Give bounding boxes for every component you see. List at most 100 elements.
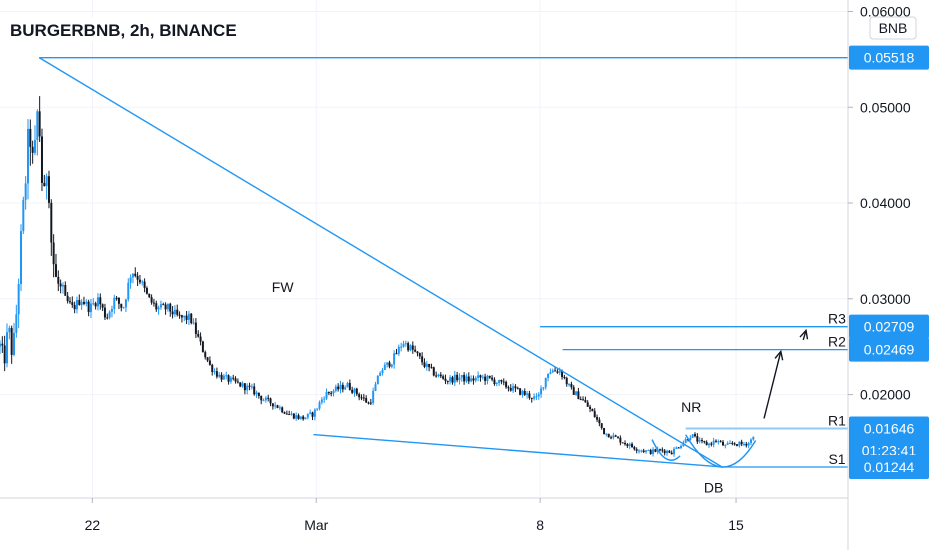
candle-body bbox=[617, 436, 620, 438]
candle-body bbox=[572, 387, 575, 395]
y-tick-label: 0.06000 bbox=[860, 3, 911, 19]
candle-body bbox=[505, 381, 508, 388]
candle-body bbox=[714, 440, 717, 442]
candle-body bbox=[631, 443, 634, 448]
candle-body bbox=[150, 297, 153, 303]
candle-body bbox=[745, 443, 748, 446]
candle-body bbox=[89, 303, 92, 313]
candle-body bbox=[484, 376, 487, 381]
candle-body bbox=[362, 397, 365, 399]
candle-body bbox=[120, 303, 123, 308]
candle-body bbox=[190, 313, 193, 324]
candle-body bbox=[554, 370, 557, 372]
candle-body bbox=[40, 136, 43, 183]
candle-body bbox=[400, 346, 403, 348]
candle-body bbox=[752, 437, 755, 440]
candle-body bbox=[575, 391, 578, 395]
candle-body bbox=[738, 441, 741, 446]
candle-body bbox=[551, 370, 554, 373]
candle-body bbox=[649, 450, 652, 454]
candle-body bbox=[603, 427, 606, 435]
candle-body bbox=[59, 283, 62, 287]
candle-body bbox=[668, 450, 671, 453]
candle-body bbox=[418, 353, 421, 357]
candle-body bbox=[465, 376, 468, 382]
candle-body bbox=[264, 397, 267, 401]
candle-body bbox=[703, 440, 706, 443]
candle-body bbox=[29, 128, 32, 147]
candle-body bbox=[579, 399, 582, 401]
candle-body bbox=[199, 336, 202, 342]
candle-body bbox=[395, 353, 398, 355]
candle-body bbox=[344, 387, 347, 390]
annotation-fw: FW bbox=[272, 279, 295, 295]
candle-body bbox=[213, 371, 216, 373]
candle-body bbox=[570, 383, 573, 388]
candle-body bbox=[535, 396, 538, 398]
candle-body bbox=[493, 379, 496, 384]
candle-body bbox=[243, 383, 246, 391]
annotation-nr: NR bbox=[681, 399, 701, 415]
candle-body bbox=[73, 304, 76, 310]
projection-arrow[interactable] bbox=[802, 330, 807, 341]
candle-body bbox=[31, 146, 34, 153]
price-axis[interactable]: 0.06000 0.05000 0.04000 0.03000 0.02000 bbox=[848, 3, 911, 403]
candle-body bbox=[227, 375, 230, 382]
candle-body bbox=[619, 437, 622, 443]
candle-body bbox=[61, 285, 64, 287]
candle-body bbox=[208, 360, 211, 365]
candle-body bbox=[670, 452, 673, 455]
candle-body bbox=[33, 139, 36, 153]
candle-body bbox=[710, 443, 713, 445]
double-bottom-arc[interactable] bbox=[651, 439, 681, 461]
candle-body bbox=[66, 295, 69, 302]
candle-body bbox=[82, 301, 85, 304]
candle-body bbox=[638, 450, 641, 452]
candle-body bbox=[334, 386, 337, 391]
candle-body bbox=[348, 382, 351, 390]
arrow-head bbox=[799, 328, 809, 340]
candle-body bbox=[10, 327, 13, 355]
candle-body bbox=[115, 297, 118, 299]
trendline-falling[interactable] bbox=[38, 57, 723, 468]
candle-body bbox=[204, 352, 207, 358]
projection-arrow[interactable] bbox=[763, 351, 782, 419]
trendline-lower[interactable] bbox=[313, 433, 723, 468]
candle-body bbox=[749, 439, 752, 444]
current-price-tag bbox=[849, 416, 929, 463]
candle-body bbox=[222, 375, 225, 380]
candle-body bbox=[428, 363, 431, 368]
candle-body bbox=[652, 449, 655, 454]
candle-body bbox=[152, 302, 155, 304]
candle-body bbox=[124, 299, 127, 308]
candle-body bbox=[276, 405, 279, 408]
candle-body bbox=[113, 297, 116, 309]
candle-body bbox=[355, 388, 358, 395]
candle-body bbox=[528, 393, 531, 398]
candle-body bbox=[607, 433, 610, 438]
candle-body bbox=[155, 303, 158, 310]
candle-body bbox=[416, 351, 419, 354]
price-tag-value: 0.05518 bbox=[864, 50, 915, 66]
candle-body bbox=[612, 435, 615, 438]
double-bottom-arc[interactable] bbox=[685, 434, 757, 468]
candle-body bbox=[388, 362, 391, 367]
candle-body bbox=[598, 419, 601, 424]
candle-body bbox=[246, 385, 249, 391]
candle-body bbox=[519, 388, 522, 395]
candle-body bbox=[75, 300, 78, 310]
candle-body bbox=[376, 375, 379, 385]
price-tag bbox=[849, 337, 929, 362]
candle-body bbox=[64, 285, 67, 296]
candle-body bbox=[712, 440, 715, 445]
candle-body bbox=[502, 381, 505, 383]
candle-body bbox=[234, 378, 237, 382]
candle-body bbox=[197, 333, 200, 337]
level-label-r1: R1 bbox=[828, 412, 846, 428]
candle-body bbox=[162, 304, 165, 306]
candle-body bbox=[50, 202, 53, 243]
time-axis[interactable]: 22 Mar 8 15 bbox=[85, 498, 744, 533]
candle-body bbox=[740, 441, 743, 445]
candle-body bbox=[36, 111, 39, 140]
